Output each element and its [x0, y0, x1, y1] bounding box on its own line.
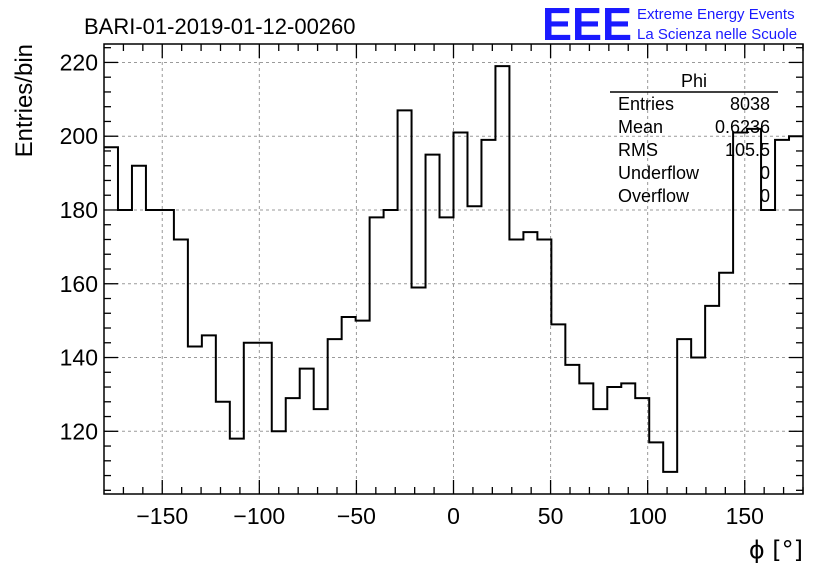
eee-logo: EEE	[542, 0, 632, 50]
y-axis-label: Entries/bin	[11, 44, 38, 157]
x-tick-label: 100	[628, 503, 666, 529]
brand-line-1: Extreme Energy Events	[637, 6, 795, 23]
stats-label-rms: RMS	[618, 140, 658, 160]
x-tick-label: 50	[538, 503, 564, 529]
y-tick-label: 140	[60, 345, 98, 371]
stats-label-mean: Mean	[618, 117, 663, 137]
x-tick-label: 0	[447, 503, 460, 529]
histogram-series	[104, 65, 803, 473]
stats-label-overflow: Overflow	[618, 186, 690, 206]
histogram-step-line	[104, 65, 803, 473]
stats-title: Phi	[681, 71, 707, 91]
y-tick-label: 120	[60, 418, 98, 444]
stats-label-entries: Entries	[618, 94, 674, 114]
plot-frame	[103, 43, 804, 495]
stats-value-underflow: 0	[760, 163, 770, 183]
y-tick-label: 160	[60, 271, 98, 297]
x-tick-label: −50	[337, 503, 376, 529]
x-tick-label: −100	[233, 503, 285, 529]
stats-value-overflow: 0	[760, 186, 770, 206]
grid-lines	[104, 44, 803, 494]
stats-box: Phi Entries 8038 Mean 0.6236 RMS 105.5 U…	[610, 71, 778, 206]
stats-value-entries: 8038	[730, 94, 770, 114]
x-tick-label: −150	[136, 503, 188, 529]
brand-line-2: La Scienza nelle Scuole	[637, 26, 797, 43]
y-tick-label: 220	[60, 49, 98, 75]
x-axis-label: ϕ [°]	[749, 536, 803, 564]
x-tick-label: 150	[726, 503, 764, 529]
y-tick-label: 180	[60, 197, 98, 223]
run-title: BARI-01-2019-01-12-00260	[84, 14, 356, 39]
y-tick-label: 200	[60, 123, 98, 149]
stats-value-mean: 0.6236	[715, 117, 770, 137]
stats-label-underflow: Underflow	[618, 163, 700, 183]
stats-value-rms: 105.5	[725, 140, 770, 160]
axes: −150 −100 −50 0 50 100 150 120 140 160 180 200 220	[60, 44, 804, 529]
